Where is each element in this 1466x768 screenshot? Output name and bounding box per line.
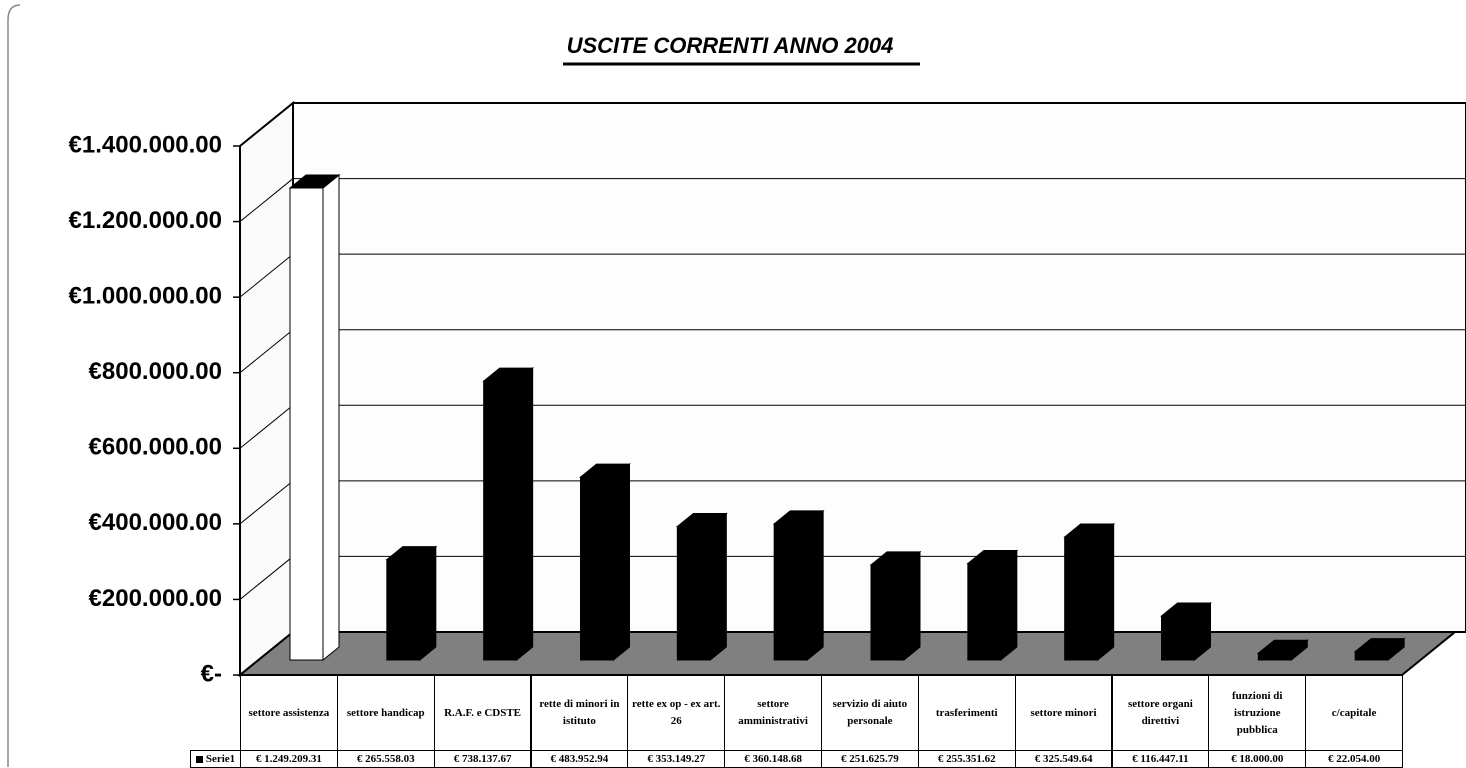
value-label: € 22.054.00 xyxy=(1305,750,1403,768)
bar-top xyxy=(1160,602,1212,617)
category-label: R.A.F. e CDSTE xyxy=(433,675,532,751)
legend-entry: Serie1 xyxy=(190,750,241,768)
bar xyxy=(773,523,808,661)
category-label: settore amministrativi xyxy=(724,675,822,751)
bar-side xyxy=(903,550,921,662)
value-label: € 265.558.03 xyxy=(336,750,435,768)
bar xyxy=(870,564,905,661)
y-tick-label: €800.000.00 xyxy=(89,358,222,385)
side-wall xyxy=(239,100,294,678)
chart-border xyxy=(7,4,21,767)
bar xyxy=(967,563,1002,661)
category-label: rette di minori in istituto xyxy=(530,675,629,751)
grid-line xyxy=(239,253,294,298)
bar-top xyxy=(675,513,728,528)
grid-line xyxy=(239,556,294,600)
bar xyxy=(1161,615,1195,661)
bar-side xyxy=(806,509,824,662)
bar-side xyxy=(516,367,534,662)
category-label: trasferimenti xyxy=(917,675,1016,751)
y-tick-label: €1.200.000.00 xyxy=(69,207,222,234)
category-label: funzioni di istruzione pubblica xyxy=(1208,675,1307,751)
grid-line xyxy=(239,480,294,525)
grid-line xyxy=(239,102,294,147)
bar-side xyxy=(419,545,437,662)
bar-side xyxy=(1000,549,1018,662)
value-label: € 360.148.68 xyxy=(724,750,822,768)
y-tick-label: €600.000.00 xyxy=(89,434,222,461)
bar xyxy=(676,526,711,661)
y-tick-label: €200.000.00 xyxy=(89,585,222,612)
y-tick-label: €400.000.00 xyxy=(89,509,222,536)
value-label: € 325.549.64 xyxy=(1014,750,1113,768)
y-tick-label: €1.400.000.00 xyxy=(69,131,222,158)
bar-top xyxy=(385,546,438,561)
bar-side xyxy=(1097,522,1115,662)
category-label: settore assistenza xyxy=(240,675,338,751)
legend-swatch xyxy=(195,755,203,763)
bar-top xyxy=(1063,523,1116,538)
category-label: c/capitale xyxy=(1305,675,1403,751)
bar xyxy=(1257,652,1292,661)
category-label: servizio di aiuto personale xyxy=(821,675,919,751)
bar-top xyxy=(772,510,825,525)
category-label: settore handicap xyxy=(336,675,435,751)
bar xyxy=(386,559,421,661)
value-label: € 483.952.94 xyxy=(530,750,629,768)
bar xyxy=(1064,536,1099,661)
bar-top xyxy=(869,551,922,566)
bar-top xyxy=(1353,638,1406,653)
bar-side xyxy=(709,512,727,662)
bar-top xyxy=(482,367,535,382)
bar xyxy=(580,476,614,661)
back-wall xyxy=(292,102,1466,633)
value-label: € 18.000.00 xyxy=(1208,750,1307,768)
grid-line xyxy=(239,329,294,374)
value-label: € 251.625.79 xyxy=(821,750,919,768)
grid-line xyxy=(239,178,294,222)
bar-top xyxy=(966,550,1019,565)
value-label: € 738.137.67 xyxy=(433,750,532,768)
category-label: settore organi direttivi xyxy=(1111,675,1210,751)
bar xyxy=(483,380,518,661)
bar xyxy=(1354,651,1389,661)
category-label: rette ex op - ex art. 26 xyxy=(627,675,726,751)
bar-side xyxy=(322,173,340,662)
bar-top xyxy=(1256,639,1309,654)
bar-side xyxy=(613,463,630,662)
bar-top xyxy=(579,463,631,478)
bar xyxy=(289,187,324,661)
value-label: € 353.149.27 xyxy=(627,750,726,768)
grid-line xyxy=(239,404,294,449)
value-label: € 116.447.11 xyxy=(1111,750,1210,768)
value-label: € 255.351.62 xyxy=(917,750,1016,768)
legend-label: Serie1 xyxy=(205,752,236,765)
value-label: € 1.249.209.31 xyxy=(240,750,338,768)
chart-title: USCITE CORRENTI ANNO 2004 xyxy=(567,33,894,58)
y-tick-label: €- xyxy=(201,660,222,687)
bar-top xyxy=(288,174,341,189)
y-tick-label: €1.000.000.00 xyxy=(69,282,222,309)
category-label: settore minori xyxy=(1014,675,1113,751)
